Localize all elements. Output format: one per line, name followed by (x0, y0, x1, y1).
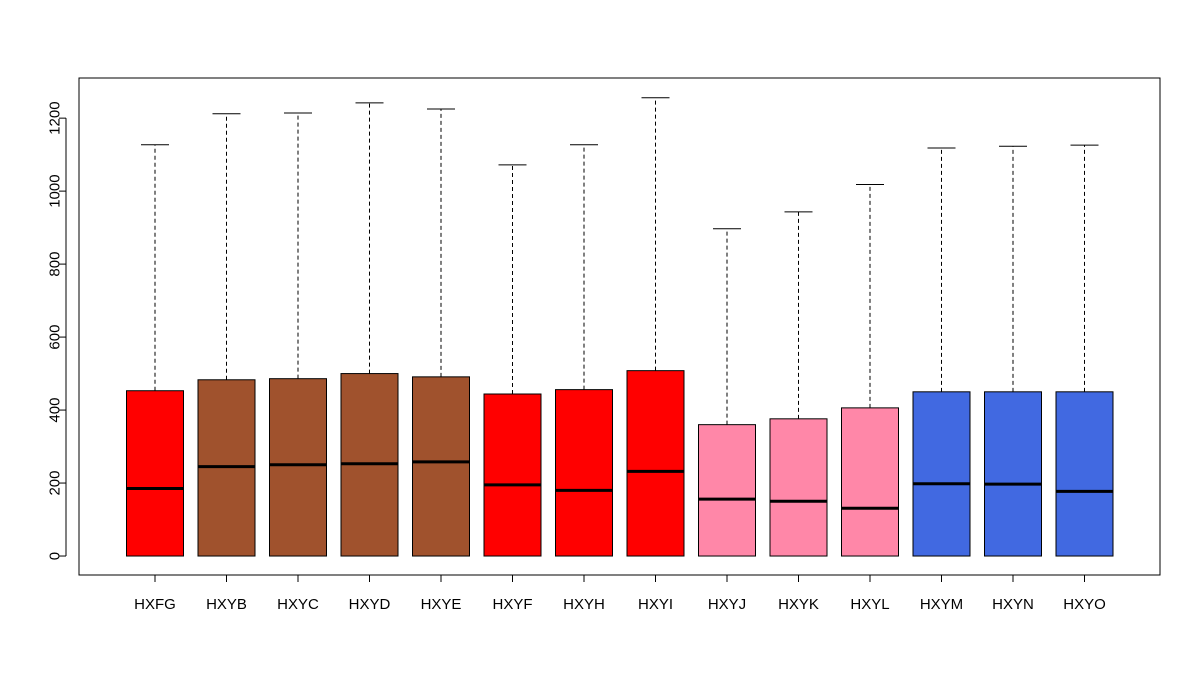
x-tick-label: HXYO (1063, 596, 1106, 613)
box-hxym (912, 147, 971, 557)
x-tick-label: HXYM (920, 596, 963, 613)
box-hxyn (984, 145, 1042, 557)
x-tick-label: HXYL (850, 596, 889, 613)
box-hxyl (841, 184, 899, 557)
box-body (626, 370, 685, 557)
box-body (412, 376, 470, 557)
box-hxyh (555, 144, 613, 557)
y-tick-label: 200 (47, 471, 64, 496)
x-tick-label: HXYI (638, 596, 673, 613)
x-tick-label: HXYB (206, 596, 247, 613)
y-tick-label: 1200 (47, 101, 64, 134)
box-body (555, 389, 613, 557)
box-hxyc (269, 112, 327, 557)
box-body (912, 391, 971, 557)
box-body (984, 391, 1042, 557)
y-axis: 0 200 400 600 800 1000 1200 (47, 101, 67, 560)
x-tick-label: HXYE (421, 596, 462, 613)
x-tick-label: HXFG (134, 596, 176, 613)
x-tick-label: HXYC (277, 596, 319, 613)
x-tick-label: HXYH (563, 596, 605, 613)
x-tick-label: HXYK (778, 596, 819, 613)
x-tick-label: HXYJ (708, 596, 746, 613)
y-tick-label: 0 (47, 552, 64, 560)
y-tick-label: 600 (47, 325, 64, 350)
x-axis: HXFG HXYB HXYC HXYD HXYE HXYF HXYH HXYI HXYJ HXYK… (134, 574, 1106, 613)
box-hxyi (626, 97, 685, 557)
box-body (126, 390, 184, 557)
y-tick-label: 1000 (47, 174, 64, 207)
box-hxyf (483, 164, 542, 557)
box-body (483, 393, 542, 557)
box-hxyd (340, 102, 399, 557)
y-tick-label: 400 (47, 398, 64, 423)
x-tick-label: HXYF (492, 596, 532, 613)
box-body (269, 378, 327, 557)
box-hxfg (126, 144, 184, 557)
box-hxye (412, 108, 470, 557)
box-body (698, 424, 756, 557)
box-body (1055, 391, 1114, 557)
box-hxyk (769, 211, 828, 557)
box-hxyb (197, 113, 256, 557)
box-body (769, 418, 828, 557)
x-tick-label: HXYD (349, 596, 391, 613)
box-hxyo (1055, 144, 1114, 557)
x-tick-label: HXYN (992, 596, 1034, 613)
boxes-layer (126, 97, 1114, 557)
box-hxyj (698, 228, 756, 557)
y-tick-label: 800 (47, 252, 64, 277)
box-body (841, 407, 899, 557)
